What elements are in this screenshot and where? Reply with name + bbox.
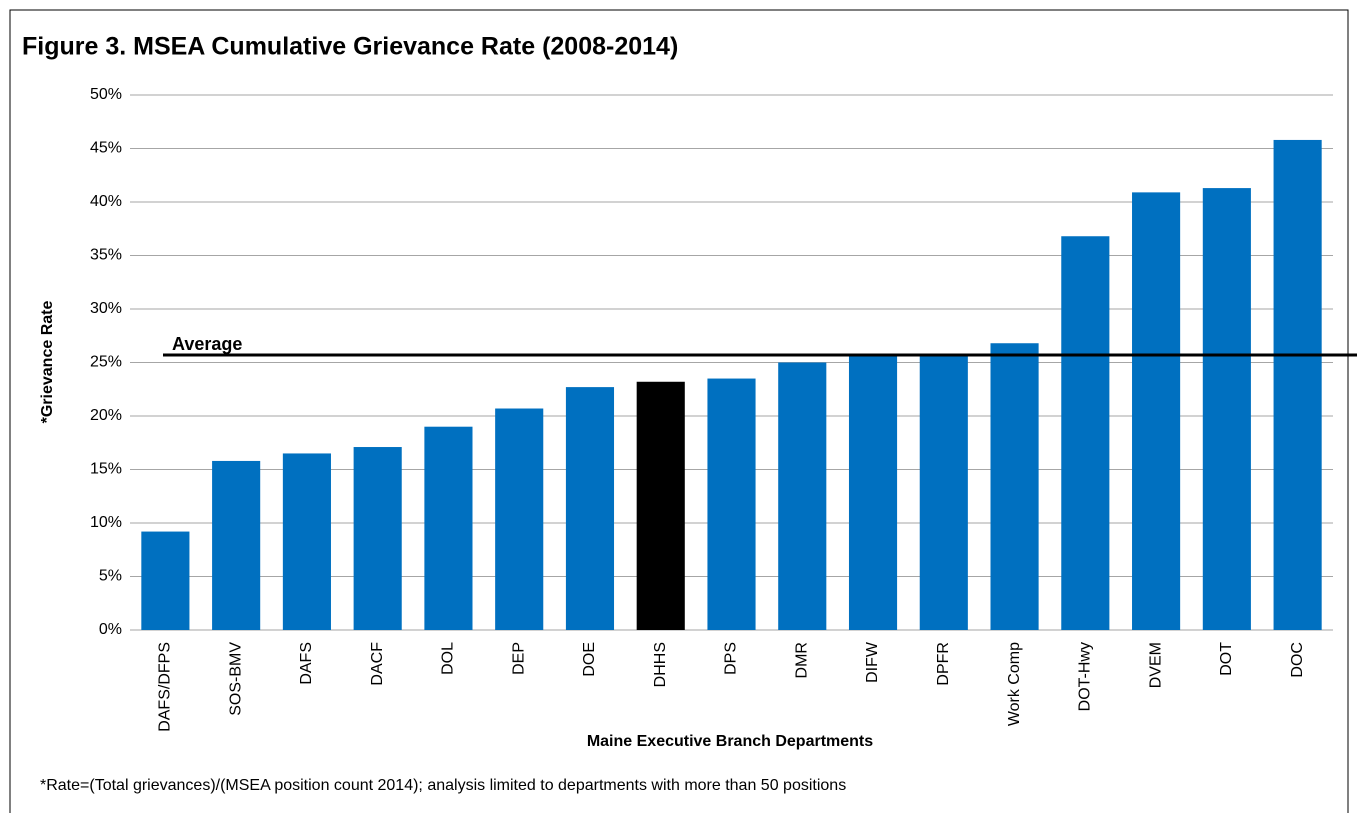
x-tick-label: DOL xyxy=(440,642,457,675)
chart-border xyxy=(9,9,1349,813)
x-tick-label: DAFS/DFPS xyxy=(157,642,174,732)
x-tick-label: DMR xyxy=(793,642,810,678)
y-tick-label: 20% xyxy=(90,407,122,424)
x-tick-label: SOS-BMV xyxy=(227,642,244,716)
x-tick-label: DPFR xyxy=(935,642,952,686)
y-tick-label: 35% xyxy=(90,247,122,264)
x-tick-label: DAFS xyxy=(298,642,315,685)
bar xyxy=(1061,236,1110,631)
bar xyxy=(424,426,473,630)
bar xyxy=(495,408,544,630)
x-tick-label: DOT-Hwy xyxy=(1077,642,1094,711)
x-tick-label: DOC xyxy=(1289,642,1306,678)
bar xyxy=(990,343,1039,630)
bar xyxy=(1273,139,1322,630)
x-tick-label: DOT xyxy=(1218,642,1235,676)
y-tick-label: 30% xyxy=(90,300,122,317)
y-tick-label: 10% xyxy=(90,514,122,531)
y-axis-label: *Grievance Rate xyxy=(39,301,56,424)
x-tick-label: DHHS xyxy=(652,642,669,687)
bar xyxy=(282,453,331,630)
x-tick-label: DOE xyxy=(581,642,598,677)
bar xyxy=(919,355,968,630)
y-tick-label: 45% xyxy=(90,140,122,157)
x-axis-label: Maine Executive Branch Departments xyxy=(587,733,873,750)
y-tick-label: 5% xyxy=(99,568,122,585)
average-label: Average xyxy=(172,334,242,354)
chart-title: Figure 3. MSEA Cumulative Grievance Rate… xyxy=(22,33,678,61)
x-tick-label: DPS xyxy=(723,642,740,675)
y-tick-label: 25% xyxy=(90,354,122,371)
bar xyxy=(848,355,898,630)
x-tick-label: DVEM xyxy=(1147,642,1164,688)
bar xyxy=(141,531,190,630)
x-tick-label: DIFW xyxy=(864,641,881,683)
bar xyxy=(778,362,827,630)
bar xyxy=(636,381,685,630)
bar xyxy=(353,447,402,630)
bar xyxy=(707,378,756,630)
x-tick-label: DACF xyxy=(369,642,386,686)
y-tick-label: 15% xyxy=(90,461,122,478)
y-tick-label: 0% xyxy=(99,621,122,638)
y-tick-label: 40% xyxy=(90,193,122,210)
x-tick-label: Work Comp xyxy=(1006,642,1023,726)
y-tick-label: 50% xyxy=(90,86,122,103)
bar xyxy=(1202,188,1251,630)
bar xyxy=(565,387,615,630)
bar xyxy=(212,460,261,630)
footnote: *Rate=(Total grievances)/(MSEA position … xyxy=(40,777,846,794)
x-tick-label: DEP xyxy=(510,642,527,675)
bar xyxy=(1132,192,1181,630)
